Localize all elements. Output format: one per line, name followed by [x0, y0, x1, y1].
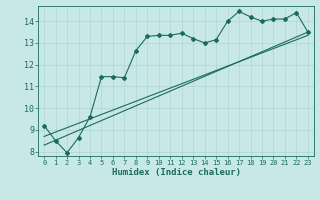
- X-axis label: Humidex (Indice chaleur): Humidex (Indice chaleur): [111, 168, 241, 177]
